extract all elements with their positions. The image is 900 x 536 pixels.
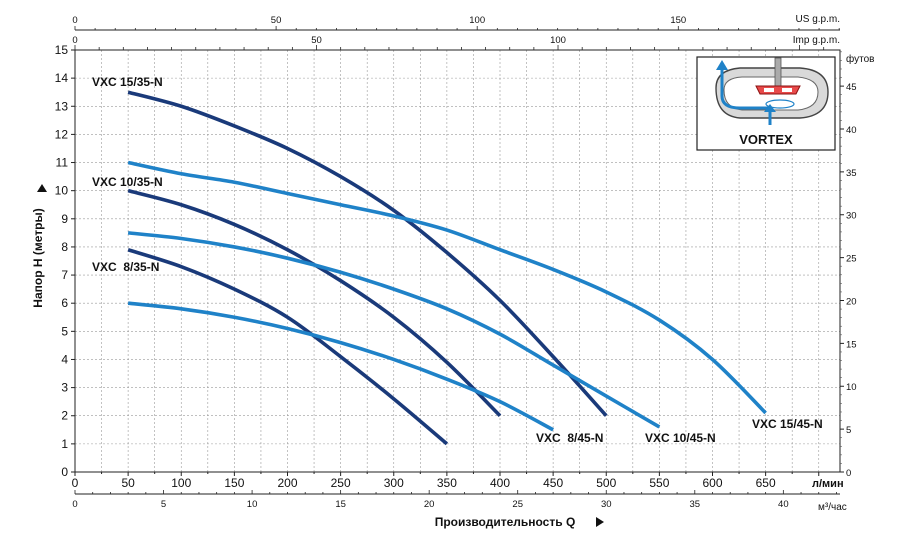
feet-tick-label: 5: [846, 425, 851, 436]
x-tick-label: 600: [702, 476, 722, 490]
x-axis-m3h: 0 5 10 15 20 25 30 35 40: [72, 490, 840, 510]
y-tick-label: 5: [61, 324, 68, 338]
y-tick-label: 11: [56, 156, 69, 170]
y-tick-label: 9: [61, 212, 68, 226]
x-tick-label: 300: [384, 476, 404, 490]
x-tick-label: 0: [72, 476, 79, 490]
vortex-label: VORTEX: [739, 132, 793, 147]
y-tick-label: 1: [61, 437, 68, 451]
series-label: VXC 15/45-N: [752, 417, 823, 431]
feet-tick-label: 20: [846, 296, 857, 307]
x-axis-gpm: 0 50 100 150 0 50 100: [72, 15, 840, 50]
y-tick-label: 12: [55, 127, 69, 141]
series-labels: VXC 15/35-N VXC 10/35-N VXC 8/35-N VXC 15/4…: [92, 75, 823, 445]
x-tick-label: 650: [756, 476, 776, 490]
curve-vxc-8-45-n: [127, 301, 554, 432]
us-gpm-tick-label: 100: [469, 15, 485, 26]
pump-curves: [127, 90, 767, 446]
x-tick-label: 250: [331, 476, 351, 490]
m3h-tick-label: 40: [778, 499, 789, 510]
series-label: VXC 8/45-N: [536, 431, 603, 445]
x-tick-label: 200: [277, 476, 297, 490]
impeller-icon: [755, 85, 801, 95]
curve-vxc-10-45-n: [127, 231, 661, 429]
curve-vxc-8-35-n: [127, 248, 449, 446]
y-axis-feet: 0 5 10 15 20 25 30 35 40 45: [840, 51, 857, 479]
y-tick-label: 10: [55, 184, 69, 198]
x-axis-lmin: 0 50 100 150 200 250 300 350 400 450 500 550 600 650: [72, 472, 820, 490]
x-tick-label: 350: [437, 476, 457, 490]
feet-tick-label: 35: [846, 168, 857, 179]
y-tick-label: 0: [61, 465, 68, 479]
vortex-impeller-inset: VORTEX: [696, 56, 836, 151]
y-tick-label: 4: [61, 352, 68, 366]
y-tick-label: 6: [61, 296, 68, 310]
y-tick-label: 14: [55, 71, 69, 85]
m3h-tick-label: 15: [335, 499, 346, 510]
y-axis-title: Напор H (метры): [31, 208, 45, 307]
imp-gpm-tick-label: 0: [72, 35, 77, 46]
y-tick-label: 2: [61, 409, 68, 423]
us-gpm-tick-label: 150: [670, 15, 686, 26]
us-gpm-tick-label: 50: [271, 15, 282, 26]
feet-tick-label: 45: [846, 82, 857, 93]
us-gpm-unit-label: US g.p.m.: [796, 14, 840, 25]
x-tick-label: 150: [224, 476, 244, 490]
x-tick-label: 450: [543, 476, 563, 490]
curve-vxc-15-45-n: [127, 160, 767, 415]
m3h-tick-label: 5: [161, 499, 166, 510]
series-label: VXC 10/35-N: [92, 175, 163, 189]
y-tick-label: 13: [55, 99, 69, 113]
us-gpm-tick-label: 0: [72, 15, 77, 26]
y-tick-label: 3: [61, 381, 68, 395]
m3h-tick-label: 35: [690, 499, 701, 510]
m3h-tick-label: 30: [601, 499, 612, 510]
x-tick-label: 400: [490, 476, 510, 490]
y-tick-label: 8: [61, 240, 68, 254]
x-tick-label: 550: [649, 476, 669, 490]
flow-arrow-icon: [720, 70, 770, 110]
x-axis-arrow-icon: [596, 517, 604, 527]
feet-tick-label: 30: [846, 211, 857, 222]
plot-frame: [74, 49, 841, 473]
y-tick-label: 7: [61, 268, 68, 282]
feet-tick-label: 0: [846, 468, 851, 479]
x-unit-label: л/мин: [812, 478, 844, 490]
y-axis-arrow-icon: [37, 184, 47, 192]
feet-tick-label: 25: [846, 254, 857, 265]
imp-gpm-tick-label: 50: [311, 35, 322, 46]
x-axis-title: Производительность Q: [435, 515, 576, 529]
curve-vxc-10-35-n: [127, 188, 502, 418]
imp-gpm-tick-label: 100: [550, 35, 566, 46]
x-tick-label: 50: [121, 476, 135, 490]
feet-tick-label: 10: [846, 382, 857, 393]
m3h-tick-label: 10: [247, 499, 258, 510]
m3h-tick-label: 0: [72, 499, 77, 510]
m3h-tick-label: 25: [512, 499, 523, 510]
imp-gpm-unit-label: Imp g.p.m.: [793, 35, 840, 46]
feet-unit-label: футов: [846, 53, 874, 65]
feet-tick-label: 40: [846, 125, 857, 136]
shaft-icon: [774, 57, 782, 87]
y-tick-label: 15: [55, 43, 69, 57]
series-label: VXC 15/35-N: [92, 75, 163, 89]
feet-tick-label: 15: [846, 339, 857, 350]
x-tick-label: 500: [596, 476, 616, 490]
curve-vxc-15-35-n: [127, 90, 608, 417]
x-tick-label: 100: [171, 476, 191, 490]
series-label: VXC 10/45-N: [645, 431, 716, 445]
m3h-unit-label: м³/час: [818, 502, 847, 513]
m3h-tick-label: 20: [424, 499, 435, 510]
series-label: VXC 8/35-N: [92, 260, 159, 274]
